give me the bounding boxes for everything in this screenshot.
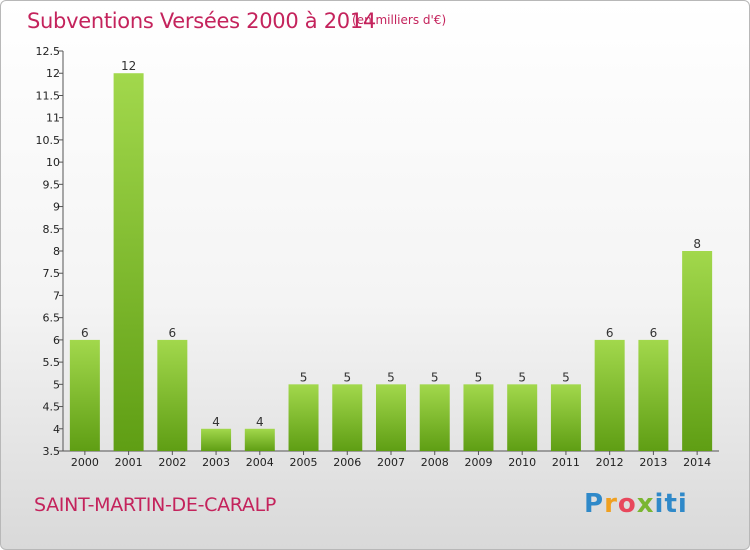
x-tick-label: 2011 xyxy=(552,456,580,469)
bar xyxy=(507,384,538,451)
y-tick-label: 11.5 xyxy=(36,89,61,102)
unit-label: (en milliers d'€) xyxy=(352,13,447,27)
data-label: 4 xyxy=(256,415,264,429)
chart-title: Subventions Versées 2000 à 2014 xyxy=(27,9,376,33)
y-tick-label: 6 xyxy=(53,334,60,347)
y-tick-label: 4 xyxy=(53,423,60,436)
bar xyxy=(201,428,232,451)
y-tick-label: 9 xyxy=(53,201,60,214)
x-tick-label: 2005 xyxy=(290,456,318,469)
data-label: 6 xyxy=(169,326,177,340)
data-label: 12 xyxy=(121,59,136,73)
data-label: 6 xyxy=(81,326,89,340)
bar xyxy=(332,384,363,451)
data-label: 5 xyxy=(431,370,439,384)
y-tick-label: 4.5 xyxy=(43,401,61,414)
y-tick-label: 3.5 xyxy=(43,445,61,458)
x-tick-label: 2009 xyxy=(464,456,492,469)
x-tick-label: 2002 xyxy=(158,456,186,469)
y-tick-label: 6.5 xyxy=(43,312,61,325)
data-label: 5 xyxy=(300,370,308,384)
data-label: 8 xyxy=(693,237,701,251)
x-tick-label: 2004 xyxy=(246,456,274,469)
y-tick-label: 8.5 xyxy=(43,223,61,236)
x-tick-label: 2013 xyxy=(639,456,667,469)
data-label: 4 xyxy=(212,415,220,429)
proxiti-logo: Proxiti xyxy=(584,489,688,519)
y-tick-label: 9.5 xyxy=(43,178,61,191)
bar xyxy=(157,339,188,451)
data-label: 5 xyxy=(518,370,526,384)
y-tick-label: 7 xyxy=(53,289,60,302)
bar xyxy=(550,384,581,451)
bar xyxy=(638,339,669,451)
x-tick-label: 2008 xyxy=(421,456,449,469)
bar xyxy=(419,384,450,451)
bar xyxy=(288,384,319,451)
y-tick-label: 11 xyxy=(46,112,60,125)
y-tick-label: 5 xyxy=(53,378,60,391)
data-label: 5 xyxy=(562,370,570,384)
y-tick-label: 10 xyxy=(46,156,60,169)
bar xyxy=(244,428,275,451)
bar xyxy=(113,73,144,451)
y-tick-label: 12 xyxy=(46,67,60,80)
y-tick-label: 12.5 xyxy=(36,45,61,58)
x-tick-label: 2014 xyxy=(683,456,711,469)
x-tick-label: 2010 xyxy=(508,456,536,469)
y-tick-label: 7.5 xyxy=(43,267,61,280)
x-tick-label: 2001 xyxy=(115,456,143,469)
y-tick-label: 5.5 xyxy=(43,356,61,369)
bar xyxy=(594,339,625,451)
y-tick-label: 10.5 xyxy=(36,134,61,147)
x-tick-label: 2003 xyxy=(202,456,230,469)
bar xyxy=(682,251,713,451)
data-label: 6 xyxy=(606,326,614,340)
x-tick-label: 2012 xyxy=(596,456,624,469)
y-tick-label: 8 xyxy=(53,245,60,258)
data-label: 5 xyxy=(387,370,395,384)
bar xyxy=(376,384,406,451)
bar xyxy=(463,384,494,451)
data-label: 5 xyxy=(343,370,351,384)
data-label: 5 xyxy=(475,370,483,384)
x-tick-label: 2000 xyxy=(71,456,99,469)
data-label: 6 xyxy=(650,326,658,340)
x-tick-label: 2007 xyxy=(377,456,405,469)
x-tick-label: 2006 xyxy=(333,456,361,469)
bar xyxy=(69,339,100,451)
commune-name: SAINT-MARTIN-DE-CARALP xyxy=(34,494,277,516)
